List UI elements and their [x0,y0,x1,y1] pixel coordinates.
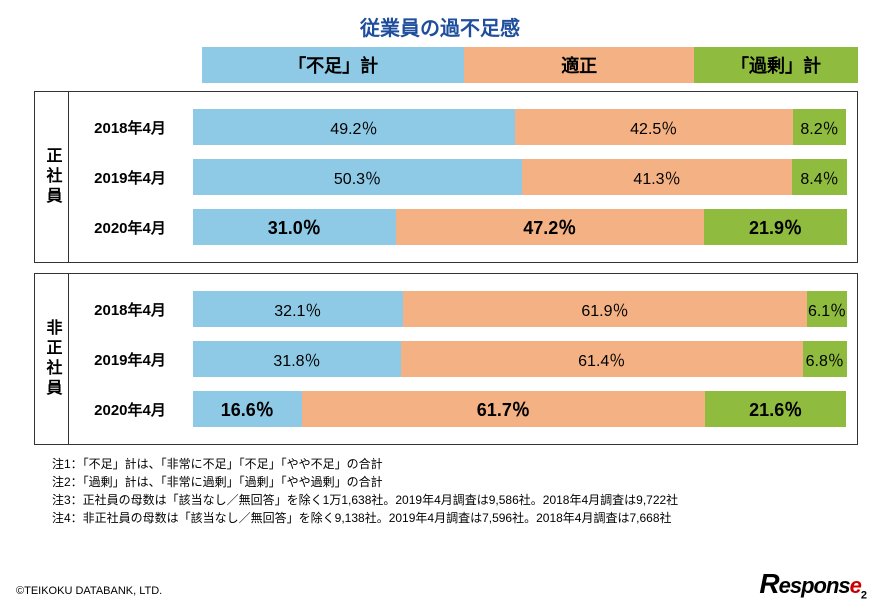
copyright: ©TEIKOKU DATABANK, LTD. [16,585,162,597]
stacked-bar: 49.2％42.5％8.2％ [193,109,847,145]
bar-segment: 50.3％ [193,159,522,195]
bar-row: 2019年4月50.3％41.3％8.4％ [73,156,847,198]
bar-segment: 47.2％ [396,209,704,245]
bar-segment: 41.3％ [522,159,792,195]
stacked-bar: 50.3％41.3％8.4％ [193,159,847,195]
stacked-bar: 16.6％61.7％21.6％ [193,391,847,427]
stacked-bar: 32.1％61.9％6.1％ [193,291,847,327]
group-label: 非正社員 [35,274,69,444]
legend-item: 「不足」計 [202,47,464,83]
bar-segment: 49.2％ [193,109,515,145]
bar-segment: 8.4％ [792,159,847,195]
footnote-line: 注3：正社員の母数は「該当なし／無回答」を除く1万1,638社。2019年4月調… [52,491,858,509]
bar-segment: 61.7％ [302,391,706,427]
row-label: 2020年4月 [73,399,193,420]
bar-row: 2018年4月32.1％61.9％6.1％ [73,288,847,330]
bar-segment: 21.9％ [704,209,847,245]
chart-title: 従業員の過不足感 [22,12,858,41]
bar-segment: 42.5％ [515,109,793,145]
group-label: 正社員 [35,92,69,262]
row-label: 2020年4月 [73,217,193,238]
row-label: 2018年4月 [73,299,193,320]
group: 非正社員2018年4月32.1％61.9％6.1％2019年4月31.8％61.… [34,273,858,445]
bar-segment: 21.6％ [705,391,846,427]
footnotes: 注1：「不足」計は、「非常に不足」「不足」「やや不足」の合計注2：「過剰」計は、… [52,455,858,527]
bar-segment: 8.2％ [793,109,847,145]
group: 正社員2018年4月49.2％42.5％8.2％ 2019年4月50.3％41.3… [34,91,858,263]
footnote-line: 注1：「不足」計は、「非常に不足」「不足」「やや不足」の合計 [52,455,858,473]
bar-row: 2020年4月31.0％47.2％21.9％ [73,206,847,248]
chart-area: 正社員2018年4月49.2％42.5％8.2％2019年4月50.3％41.3… [34,91,858,445]
footnote-line: 注4：非正社員の母数は「該当なし／無回答」を除く9,138社。2019年4月調査… [52,509,858,527]
bar-segment: 16.6％ [193,391,302,427]
row-label: 2018年4月 [73,117,193,138]
bar-segment: 31.0％ [193,209,396,245]
footnote-line: 注2：「過剰」計は、「非常に過剰」「過剰」「やや過剰」の合計 [52,473,858,491]
bar-row: 2020年4月16.6％61.7％21.6％ [73,388,847,430]
stacked-bar: 31.8％61.4％6.8％ [193,341,847,377]
bar-segment: 32.1％ [193,291,403,327]
response-logo: Response2 [759,568,866,601]
bar-row: 2018年4月49.2％42.5％8.2％ [73,106,847,148]
bar-segment: 6.1％ [807,291,847,327]
row-label: 2019年4月 [73,167,193,188]
legend-item: 「過剰」計 [694,47,858,83]
bar-segment: 31.8％ [193,341,401,377]
legend-item: 適正 [464,47,694,83]
bar-segment: 6.8％ [803,341,847,377]
stacked-bar: 31.0％47.2％21.9％ [193,209,847,245]
bar-segment: 61.4％ [401,341,803,377]
row-label: 2019年4月 [73,349,193,370]
legend: 「不足」計適正「過剰」計 [202,47,858,83]
bar-segment: 61.9％ [403,291,807,327]
bar-row: 2019年4月31.8％61.4％6.8％ [73,338,847,380]
